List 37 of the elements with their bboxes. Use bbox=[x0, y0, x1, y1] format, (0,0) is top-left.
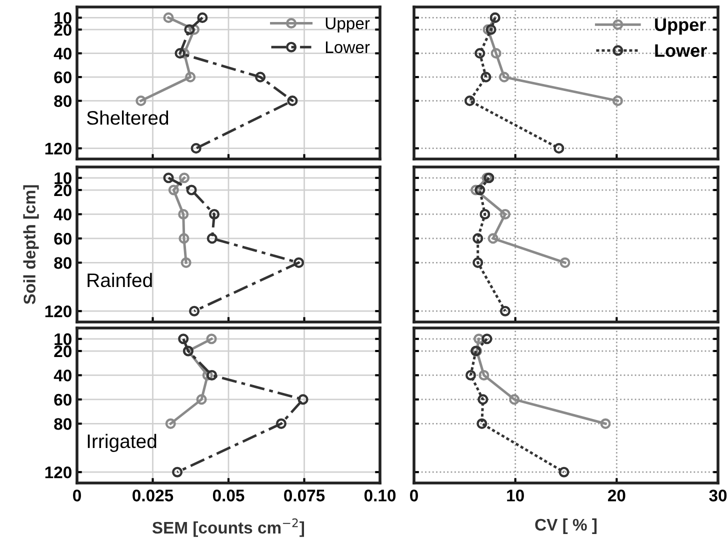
annotation: Irrigated bbox=[88, 434, 156, 452]
x-tick-label: 0.025 bbox=[132, 490, 174, 502]
x-tick-label: 0 bbox=[73, 490, 81, 502]
y-tick-label: 120 bbox=[45, 466, 72, 478]
y-tick-label: 20 bbox=[54, 24, 72, 36]
y-tick-label: 40 bbox=[54, 208, 72, 220]
x-tick-label: 0.075 bbox=[284, 490, 325, 502]
y-axis-title: Soil depth [cm] bbox=[23, 185, 39, 304]
x-tick-label: 30 bbox=[709, 490, 727, 502]
x-axis-title: SEM [counts cm$^{−2}$] bbox=[152, 518, 304, 537]
y-tick-label: 10 bbox=[54, 12, 72, 24]
x-tick-label: 10 bbox=[507, 490, 524, 502]
y-tick-label: 20 bbox=[54, 184, 72, 196]
y-tick-label: 120 bbox=[45, 306, 72, 318]
y-tick-label: 80 bbox=[54, 257, 72, 269]
legend-label: Lower bbox=[326, 41, 370, 54]
y-tick-label: 60 bbox=[54, 71, 72, 84]
annotation: Sheltered bbox=[86, 110, 168, 125]
x-tick-label: 0.10 bbox=[364, 490, 396, 502]
y-tick-label: 60 bbox=[54, 394, 72, 406]
y-tick-label: 80 bbox=[54, 95, 72, 108]
y-tick-label: 10 bbox=[54, 172, 72, 184]
legend-label: Upper bbox=[326, 18, 370, 33]
x-tick-label: 0 bbox=[410, 490, 418, 502]
legend-label: Lower bbox=[655, 44, 707, 57]
y-tick-label: 40 bbox=[54, 370, 72, 382]
x-tick-label: 0.05 bbox=[212, 490, 244, 502]
y-tick-label: 10 bbox=[54, 333, 72, 346]
y-tick-label: 20 bbox=[54, 345, 72, 358]
annotation: Rainfed bbox=[88, 272, 152, 288]
y-tick-label: 60 bbox=[54, 232, 72, 245]
y-tick-label: 120 bbox=[45, 142, 72, 155]
x-tick-label: 20 bbox=[608, 490, 626, 502]
y-tick-label: 40 bbox=[54, 48, 72, 60]
y-tick-label: 80 bbox=[54, 418, 72, 430]
x-axis-title: CV [ % ] bbox=[535, 518, 597, 534]
legend-label: Upper bbox=[655, 18, 706, 35]
